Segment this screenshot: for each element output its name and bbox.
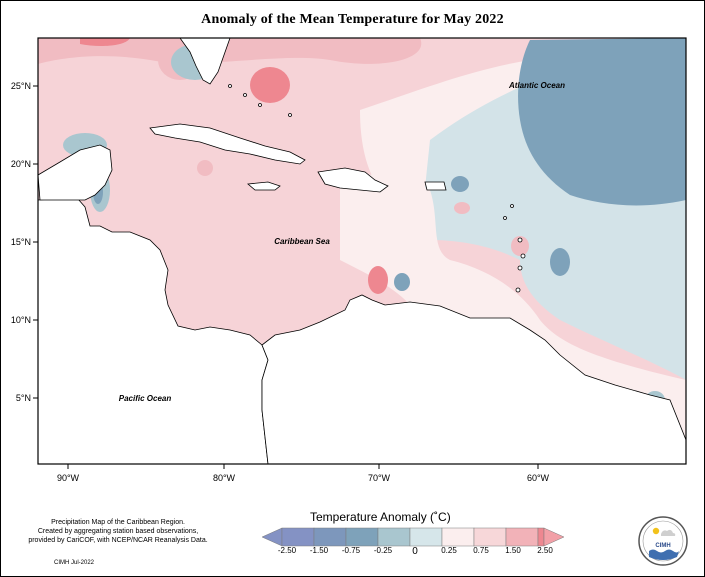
- hispaniola: [317, 167, 389, 193]
- colorbar-tick-label: 0.25: [441, 546, 457, 555]
- footer-note: Precipitation Map of the Caribbean Regio…: [18, 518, 218, 545]
- y-tick-label: 25°N: [11, 81, 31, 91]
- y-tick-label: 20°N: [11, 159, 31, 169]
- florida: [179, 38, 231, 85]
- colorbar-segment: [505, 527, 539, 547]
- colorbar-segment: [281, 527, 315, 547]
- colorbar-segment: [537, 527, 545, 547]
- y-tick-label: 15°N: [11, 237, 31, 247]
- cuba: [149, 123, 306, 165]
- x-tick-label: 70°W: [368, 473, 391, 483]
- colorbar-tick-label: -0.75: [342, 546, 361, 555]
- y-tick-label: 10°N: [11, 315, 31, 325]
- x-tick-label: 80°W: [213, 473, 236, 483]
- south-america: [261, 294, 686, 464]
- colorbar-tick-label: 0: [412, 546, 418, 557]
- jamaica: [247, 181, 281, 191]
- logo-text: CIMH: [655, 543, 670, 549]
- colorbar-tick-label: 1.50: [505, 546, 521, 555]
- x-axis: 90°W 80°W 70°W 60°W: [57, 464, 550, 483]
- small-islands: [228, 84, 526, 293]
- y-tick-label: 5°N: [16, 393, 31, 403]
- colorbar-tick-label: -2.50: [278, 546, 297, 555]
- colorbar-segment: [313, 527, 347, 547]
- colorbar-title: Temperature Anomaly (˚C): [310, 510, 451, 524]
- x-tick-label: 90°W: [57, 473, 80, 483]
- colorbar-tick-label: -0.25: [374, 546, 393, 555]
- yucatan: [38, 144, 113, 201]
- waves-icon: [649, 549, 679, 560]
- caribbean-label: Caribbean Sea: [274, 237, 330, 246]
- map-title: Anomaly of the Mean Temperature for May …: [201, 12, 504, 27]
- plot-border: [37, 37, 687, 465]
- colorbar-segment: [345, 527, 379, 547]
- footer-note-line: provided by CariCOF, with NCEP/NCAR Rean…: [28, 537, 208, 544]
- colorbar-segment: [441, 527, 475, 547]
- land-masses: [38, 38, 686, 464]
- pacific-label: Pacific Ocean: [119, 394, 172, 403]
- colorbar-tick-label: -1.50: [310, 546, 329, 555]
- colorbar-tick-label: 2.50: [537, 546, 553, 555]
- colorbar-arrow-right: [543, 527, 565, 547]
- x-tick-label: 60°W: [527, 473, 550, 483]
- colorbar-segment: [409, 527, 443, 547]
- atlantic-label: Atlantic Ocean: [508, 81, 565, 90]
- colorbar-arrow-left: [261, 527, 283, 547]
- colorbar: -2.50 -1.50 -0.75 -0.25 0 0.25 0.75 1.50…: [261, 527, 565, 557]
- colorbar-segment: [377, 527, 411, 547]
- colorbar-tick-label: 0.75: [473, 546, 489, 555]
- footer-note-line: Precipitation Map of the Caribbean Regio…: [51, 519, 185, 526]
- y-axis: 25°N 20°N 15°N 10°N 5°N: [11, 81, 38, 403]
- colorbar-segment: [473, 527, 507, 547]
- cimh-logo: CIMH: [638, 516, 688, 566]
- cloud-icon: [661, 529, 676, 536]
- footer-note-line: Created by aggregating station based obs…: [37, 528, 199, 535]
- sun-icon: [652, 527, 660, 535]
- puerto-rico: [424, 181, 447, 191]
- credit-line: CIMH Jul-2022: [54, 560, 95, 566]
